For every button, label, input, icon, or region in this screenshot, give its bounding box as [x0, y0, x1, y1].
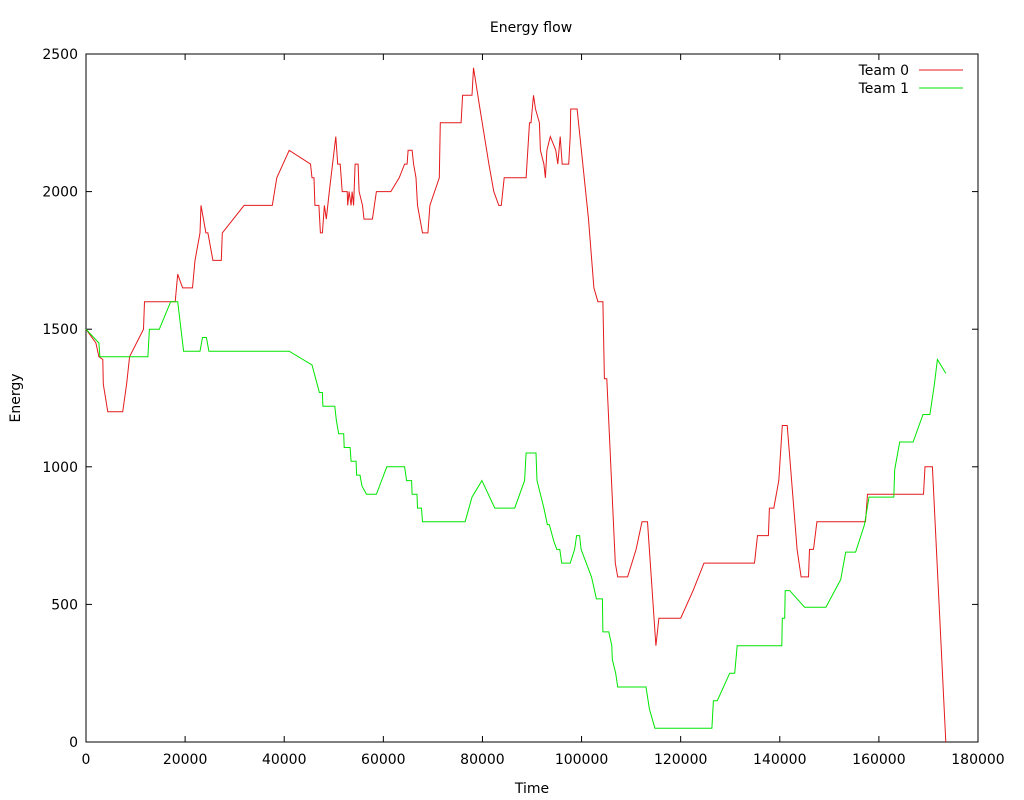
y-tick-label: 1000 [42, 460, 78, 476]
plot-area-border [85, 53, 979, 743]
x-tick-label: 160000 [852, 752, 905, 768]
series-line-team-0 [85, 67, 947, 743]
series-line-team-1 [85, 301, 947, 729]
x-tick-label: 120000 [654, 752, 707, 768]
y-tick-label: 2500 [42, 47, 78, 63]
x-tick-label: 140000 [753, 752, 806, 768]
y-tick-label: 0 [69, 735, 78, 751]
x-axis-label: Time [514, 781, 549, 797]
chart-title: Energy flow [490, 20, 572, 36]
y-axis-label: Energy [8, 373, 24, 422]
y-tick-label: 2000 [42, 185, 78, 201]
legend-label-team-0: Team 0 [858, 63, 909, 79]
x-tick-label: 20000 [163, 752, 208, 768]
x-tick-label: 80000 [460, 752, 505, 768]
x-tick-label: 40000 [262, 752, 307, 768]
x-tick-label: 0 [82, 752, 91, 768]
y-tick-label: 1500 [42, 322, 78, 338]
legend-label-team-1: Team 1 [858, 81, 909, 97]
legend: Team 0 Team 1 [858, 63, 963, 97]
x-tick-label: 180000 [951, 752, 1004, 768]
x-tick-label: 60000 [361, 752, 406, 768]
axis-ticks: 0 20000 40000 60000 80000 100000 120000 140000 1… [42, 47, 1004, 768]
y-tick-label: 500 [51, 597, 78, 613]
series-lines [85, 67, 947, 743]
x-tick-label: 100000 [555, 752, 608, 768]
